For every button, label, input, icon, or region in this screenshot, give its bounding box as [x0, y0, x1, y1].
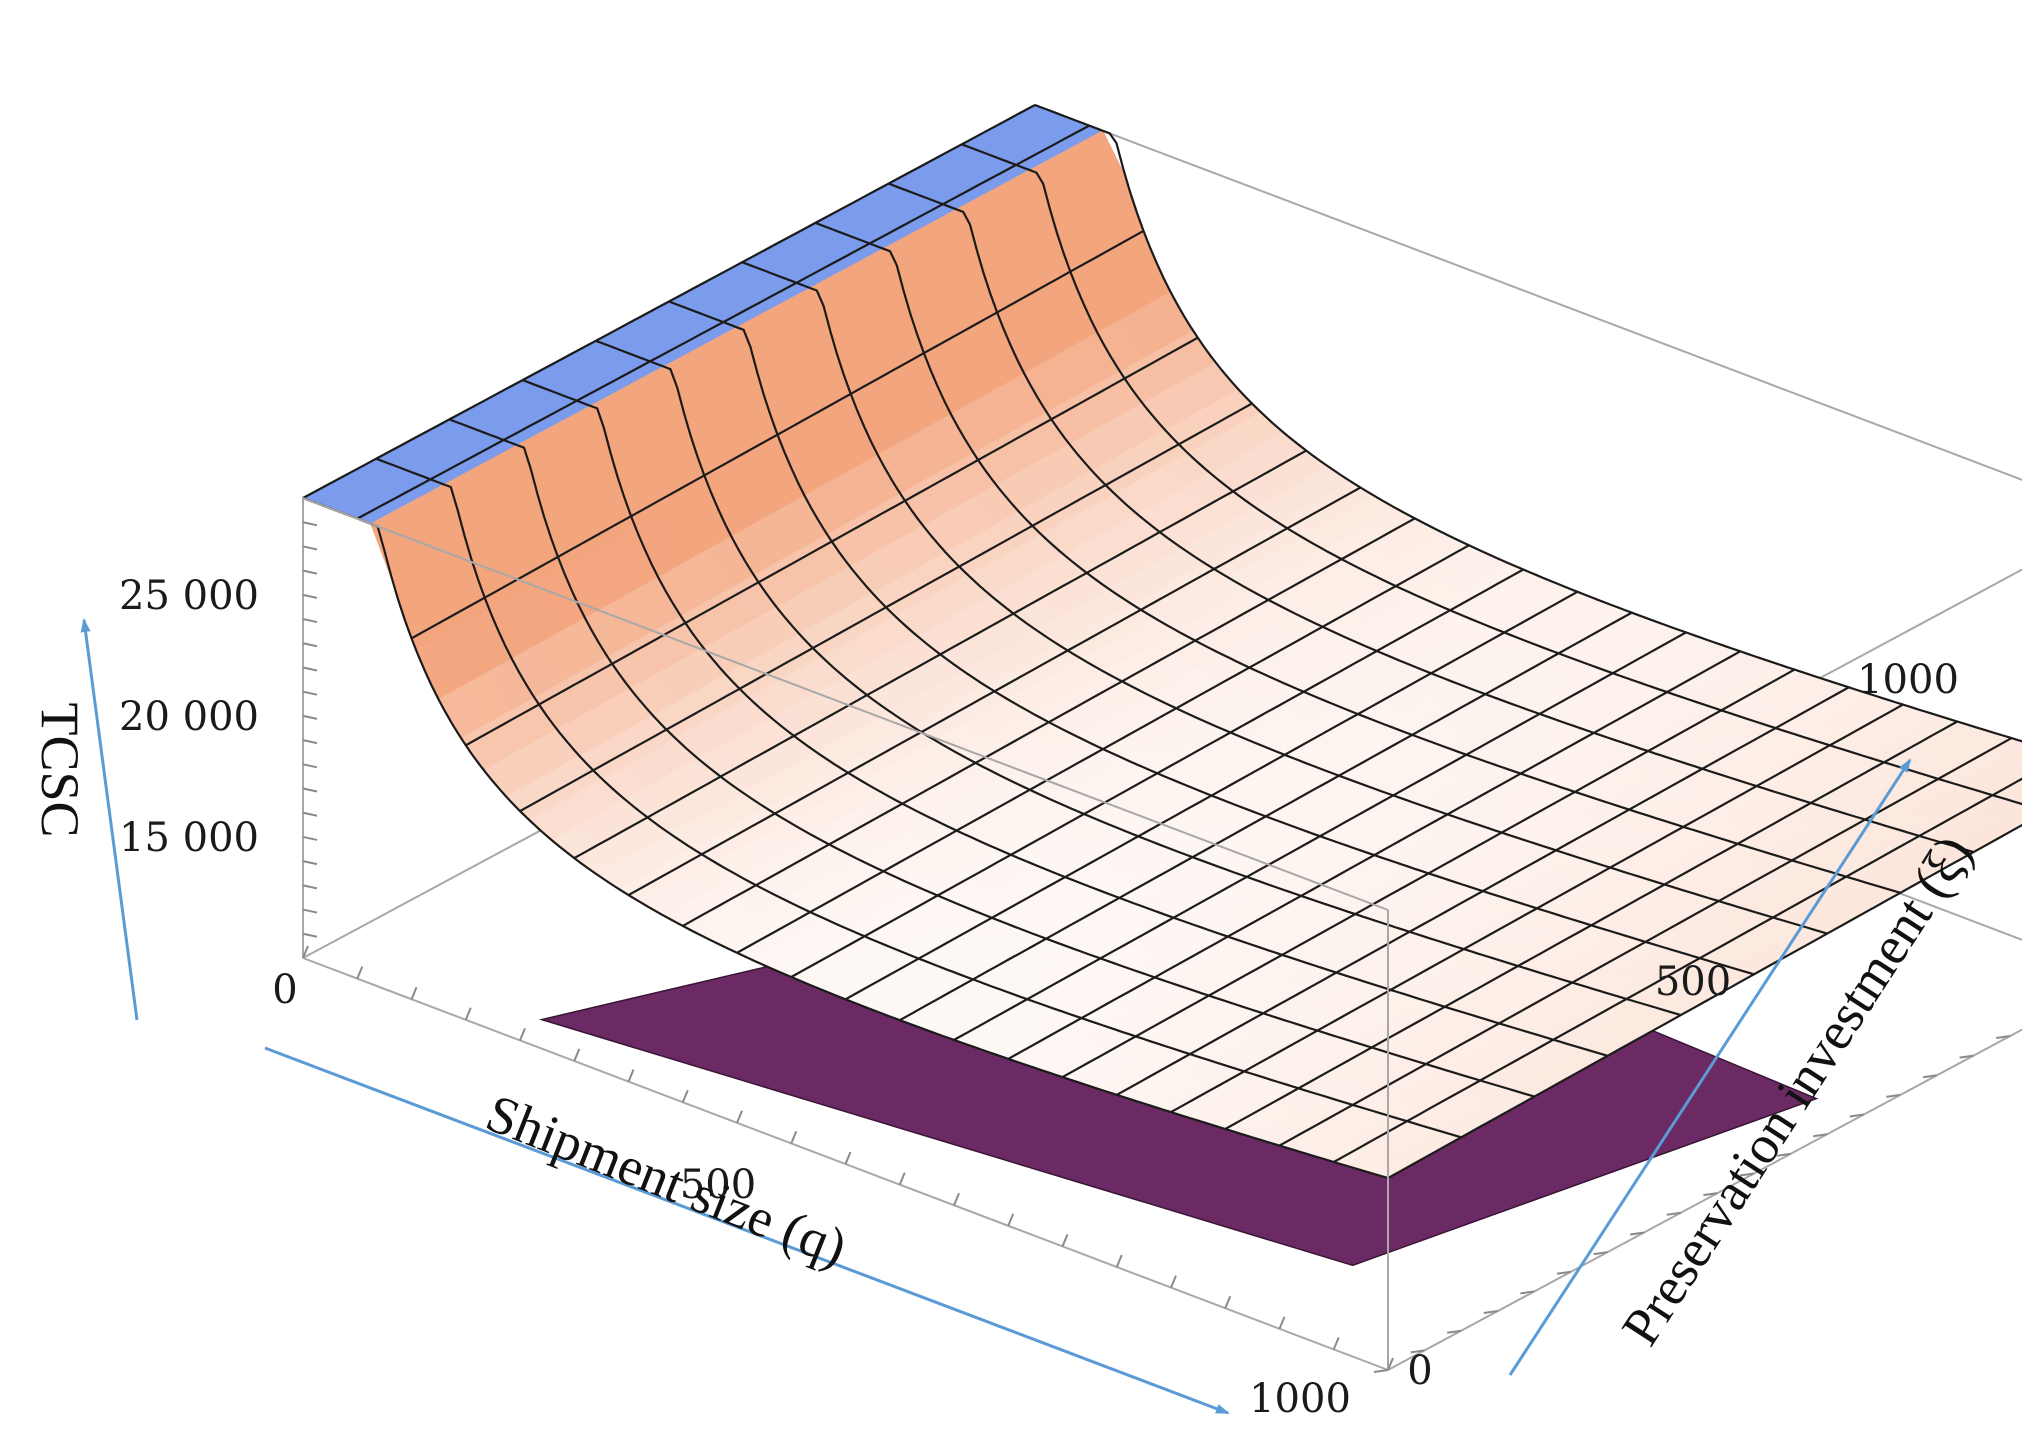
- z-tick-mark: [302, 739, 318, 745]
- x-tick-mark: [1387, 1357, 1394, 1371]
- x-tick-mark: [1332, 1337, 1340, 1350]
- axis-arrows: [80, 618, 1912, 1415]
- z-tick-mark: [302, 884, 318, 890]
- y-tick-mark: [1483, 1310, 1498, 1315]
- mesh-line-xi: [595, 339, 1682, 1017]
- y-tick-mark: [1886, 1093, 1901, 1098]
- x-tick-label: 1000: [1249, 1376, 1351, 1422]
- x-tick-mark: [519, 1028, 526, 1041]
- z-tick-mark: [302, 569, 318, 575]
- y-tick-mark: [1703, 1192, 1718, 1197]
- z-tick-label: 25 000: [119, 573, 259, 619]
- y-tick-label: 0: [1407, 1348, 1432, 1394]
- box-edge-back-3: [1034, 104, 2022, 481]
- x-tick-mark: [356, 966, 364, 979]
- z-tick-label: 20 000: [119, 694, 259, 740]
- z-tick-mark: [302, 690, 318, 696]
- y-tick-mark: [1813, 1133, 1828, 1138]
- x-tick-label: 500: [680, 1162, 756, 1208]
- z-tick-label: 15 000: [119, 815, 259, 861]
- surface-mesh: [302, 103, 2022, 1180]
- y-tick-mark: [1922, 1074, 1938, 1079]
- y-axis-arrow: [1508, 758, 1912, 1376]
- y-tick-mark: [1996, 1034, 2011, 1039]
- x-tick-mark: [1115, 1254, 1123, 1268]
- y-tick-mark: [1739, 1172, 1755, 1177]
- y-tick-mark: [1630, 1231, 1645, 1236]
- x-tick-mark: [1007, 1213, 1015, 1227]
- z-tick-mark: [302, 521, 318, 527]
- z-tick-mark: [302, 835, 318, 841]
- z-tick-mark: [302, 860, 318, 866]
- x-tick-label: 0: [272, 967, 297, 1013]
- mesh-line-xi: [449, 418, 1535, 1098]
- x-tick-mark: [464, 1007, 472, 1021]
- x-tick-mark: [627, 1069, 635, 1082]
- mesh-line-xi: [888, 182, 1974, 854]
- y-tick-label: 1000: [1857, 657, 1959, 703]
- y-tick-mark: [1410, 1349, 1425, 1354]
- z-tick-mark: [302, 811, 318, 817]
- y-tick-mark: [1447, 1329, 1462, 1334]
- y-tick-mark: [1373, 1369, 1389, 1373]
- mesh-line-xi: [815, 221, 1901, 894]
- z-tick-mark: [302, 618, 318, 624]
- z-tick-mark: [302, 932, 318, 938]
- y-tick-label: 500: [1655, 959, 1731, 1005]
- x-tick-mark: [736, 1110, 743, 1124]
- mesh-line-xi: [961, 143, 2022, 806]
- z-tick-mark: [302, 545, 318, 551]
- x-tick-mark: [1224, 1295, 1232, 1309]
- x-axis-title: Shipment size (q): [478, 1083, 854, 1278]
- y-tick-mark: [1849, 1113, 1864, 1118]
- box-edge-front-4: [302, 497, 1389, 911]
- z-tick-mark: [302, 763, 318, 769]
- y-tick-mark: [1776, 1152, 1791, 1157]
- mesh-line-xi: [375, 457, 1462, 1139]
- z-axis-title: TCSC: [30, 702, 90, 837]
- z-tick-mark: [302, 714, 318, 720]
- x-tick-mark: [573, 1048, 581, 1062]
- mesh-line-xi: [522, 379, 1608, 1057]
- z-tick-mark: [302, 666, 318, 672]
- x-tick-mark: [410, 986, 418, 1000]
- x-tick-mark: [844, 1151, 852, 1165]
- mesh-line-xi: [302, 496, 1389, 1180]
- y-tick-mark: [1556, 1270, 1572, 1275]
- y-tick-mark: [1520, 1290, 1535, 1295]
- z-axis-arrow: [80, 618, 139, 1021]
- x-tick-mark: [1170, 1275, 1177, 1288]
- mesh-line-xi: [668, 300, 1755, 976]
- x-tick-mark: [790, 1131, 798, 1144]
- x-tick-mark: [681, 1089, 689, 1103]
- y-tick-mark: [1959, 1054, 1974, 1059]
- x-tick-mark: [953, 1192, 960, 1206]
- z-tick-mark: [302, 642, 318, 648]
- y-tick-mark: [1593, 1251, 1608, 1256]
- z-tick-mark: [302, 593, 318, 599]
- mesh-line-xi: [1034, 103, 2022, 743]
- x-axis-arrow: [264, 1046, 1230, 1415]
- x-tick-mark: [898, 1172, 906, 1185]
- axis-ticks: 0 500 1000 0 500 1000 15 000 20 000 25 000: [119, 521, 2011, 1422]
- x-tick-mark: [1278, 1316, 1286, 1330]
- z-tick-mark: [302, 787, 318, 793]
- x-tick-mark: [1061, 1234, 1069, 1247]
- mesh-line-xi: [741, 261, 1828, 935]
- y-tick-mark: [1666, 1211, 1681, 1216]
- z-tick-mark: [302, 908, 318, 914]
- x-tick-mark: [302, 945, 309, 959]
